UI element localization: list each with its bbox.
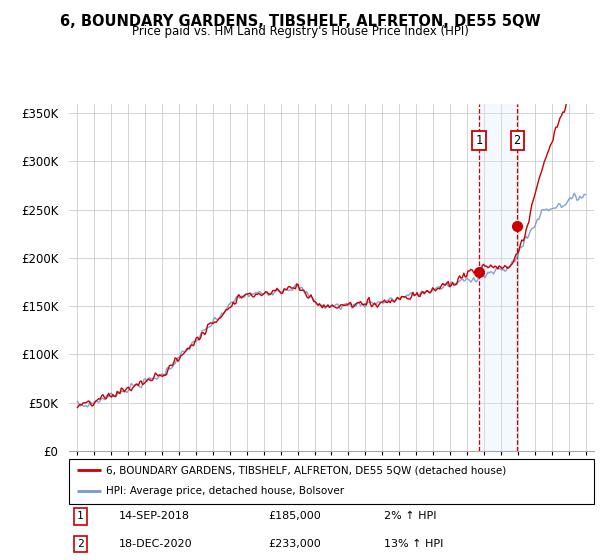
Text: 1: 1 xyxy=(475,134,482,147)
Text: 2: 2 xyxy=(514,134,521,147)
Text: Price paid vs. HM Land Registry's House Price Index (HPI): Price paid vs. HM Land Registry's House … xyxy=(131,25,469,38)
Text: HPI: Average price, detached house, Bolsover: HPI: Average price, detached house, Bols… xyxy=(106,487,344,497)
Text: £233,000: £233,000 xyxy=(269,539,321,549)
Text: 2: 2 xyxy=(77,539,84,549)
Text: £185,000: £185,000 xyxy=(269,511,321,521)
Text: 14-SEP-2018: 14-SEP-2018 xyxy=(119,511,190,521)
Text: 18-DEC-2020: 18-DEC-2020 xyxy=(119,539,193,549)
Bar xyxy=(479,104,517,451)
Text: 6, BOUNDARY GARDENS, TIBSHELF, ALFRETON, DE55 5QW (detached house): 6, BOUNDARY GARDENS, TIBSHELF, ALFRETON,… xyxy=(106,465,506,475)
Text: 2% ↑ HPI: 2% ↑ HPI xyxy=(384,511,437,521)
Text: 13% ↑ HPI: 13% ↑ HPI xyxy=(384,539,443,549)
Text: 1: 1 xyxy=(77,511,84,521)
FancyBboxPatch shape xyxy=(69,459,594,504)
Text: 6, BOUNDARY GARDENS, TIBSHELF, ALFRETON, DE55 5QW: 6, BOUNDARY GARDENS, TIBSHELF, ALFRETON,… xyxy=(59,14,541,29)
